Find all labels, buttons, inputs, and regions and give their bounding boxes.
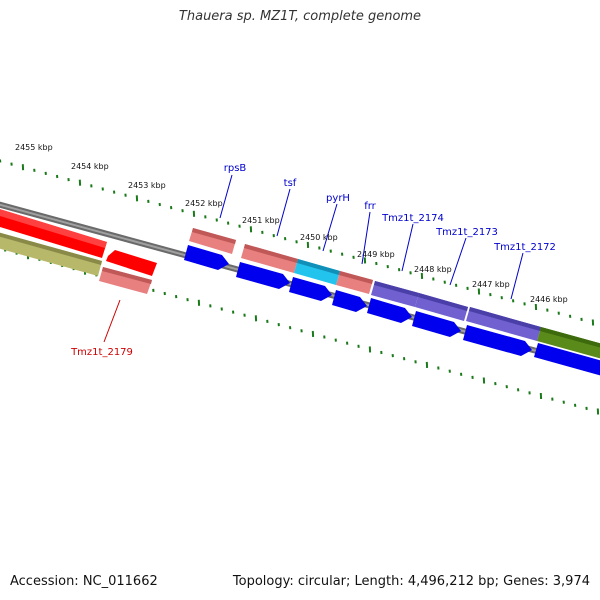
kbp-label: 2453 kbp (128, 181, 166, 190)
kbp-label: 2446 kbp (530, 295, 568, 304)
feature-purple-2173 (415, 293, 468, 321)
kbp-label: 2448 kbp (414, 265, 452, 274)
feature-olive-green (537, 327, 600, 359)
feature-pink-frr (336, 271, 373, 294)
gene-label-tmz1t-2172: Tmz1t_2172 (493, 242, 556, 253)
cds-arrow-4 (332, 290, 367, 312)
gene-leader-lines (103, 174, 524, 343)
kbp-label: 2447 kbp (472, 280, 510, 289)
feature-pink-rpsB (189, 228, 236, 254)
gene-labels: rpsB tsf pyrH frr Tmz1t_2174 Tmz1t_2173 … (70, 163, 556, 358)
feature-khaki-left (0, 232, 102, 276)
cds-arrow-6 (412, 311, 461, 337)
feature-pink-2179 (99, 267, 152, 294)
cds-arrow-1 (184, 245, 229, 270)
gene-label-tmz1t-2174: Tmz1t_2174 (381, 213, 444, 224)
cds-arrow-8 (534, 343, 600, 376)
cds-arrow-3 (289, 277, 332, 301)
page-title: Thauera sp. MZ1T, complete genome (178, 9, 422, 24)
gene-label-pyrH: pyrH (326, 193, 350, 204)
kbp-label: 2455 kbp (15, 143, 53, 152)
gene-label-tmz1t-2173: Tmz1t_2173 (435, 227, 498, 238)
kbp-label: 2454 kbp (71, 162, 109, 171)
gene-label-tmz1t-2179: Tmz1t_2179 (70, 347, 133, 358)
gene-label-tsf: tsf (284, 178, 297, 189)
genome-summary-text: Topology: circular; Length: 4,496,212 bp… (232, 574, 590, 589)
kbp-label: 2450 kbp (300, 233, 338, 242)
feature-pink-tsf (241, 244, 298, 273)
feature-red-arrow (106, 250, 157, 276)
gene-label-rpsB: rpsB (224, 163, 247, 174)
feature-purple-2172 (466, 307, 541, 341)
cds-arrow-7 (463, 325, 532, 356)
cds-arrow-5 (367, 298, 412, 323)
cds-arrow-2 (236, 262, 290, 289)
accession-text: Accession: NC_011662 (10, 574, 158, 589)
gene-label-frr: frr (364, 201, 376, 212)
feature-purple-2174 (371, 281, 419, 307)
kbp-labels: 2455 kbp 2454 kbp 2453 kbp 2452 kbp 2451… (15, 143, 568, 304)
kbp-label: 2449 kbp (357, 250, 395, 259)
kbp-label: 2452 kbp (185, 199, 223, 208)
kbp-label: 2451 kbp (242, 216, 280, 225)
outer-tick-ring (0, 159, 595, 326)
feature-red-left (0, 209, 107, 258)
feature-cyan-pyrH (294, 259, 340, 285)
